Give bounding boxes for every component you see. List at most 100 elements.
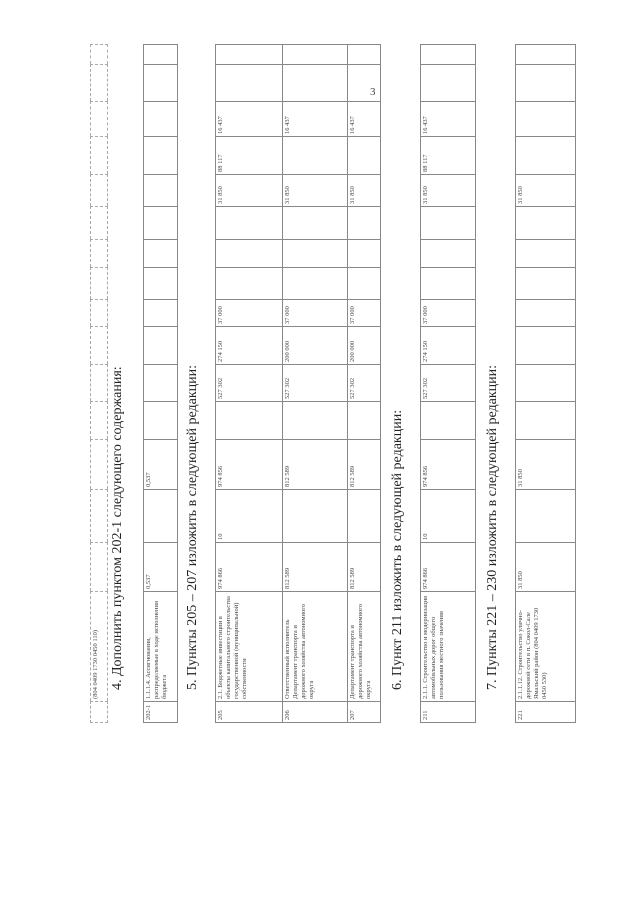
value-cell: 31 850: [515, 542, 576, 592]
value-cell: 200 000: [282, 326, 348, 365]
value-cell: 812 589: [347, 542, 381, 592]
value-cell: [515, 364, 576, 402]
value-cell: [282, 136, 348, 175]
value-cell: 527 302: [420, 364, 476, 402]
value-cell: [143, 299, 178, 327]
value-cell: [515, 401, 576, 440]
table-205-207: 205 2.1. Бюджетные инвестиции в объекты к…: [215, 44, 381, 723]
value-cell: 37 000: [420, 299, 476, 327]
value-cell: [90, 299, 108, 327]
value-cell: [347, 267, 381, 300]
table-row: 205 2.1. Бюджетные инвестиции в объекты к…: [215, 44, 283, 723]
value-cell: [90, 267, 108, 300]
value-cell: 88 117: [215, 136, 283, 175]
row-number-cell: 206: [282, 701, 348, 723]
value-cell: 527 302: [215, 364, 283, 402]
value-cell: 274 150: [215, 326, 283, 365]
value-cell: 16 437: [215, 101, 283, 137]
value-cell: 37 000: [215, 299, 283, 327]
value-cell: [420, 267, 476, 300]
table-fragment: (804 0409 1730 0450 110): [90, 44, 108, 723]
value-cell: [143, 174, 178, 207]
value-cell: [143, 326, 178, 365]
value-cell: 10: [215, 489, 283, 543]
value-cell: [143, 136, 178, 175]
value-cell: 37 000: [282, 299, 348, 327]
row-name-cell: Ответственный исполнитель Департамент тр…: [282, 591, 348, 702]
value-cell: [90, 489, 108, 543]
value-cell: [215, 239, 283, 268]
value-cell: 527 302: [347, 364, 381, 402]
heading-item-7: 7. Пункты 221 – 230 изложить в следующей…: [485, 364, 500, 690]
value-cell: 31 850: [215, 174, 283, 207]
value-cell: [215, 401, 283, 440]
value-cell: [282, 44, 348, 65]
value-cell: [215, 44, 283, 65]
heading-item-5: 5. Пункты 205 – 207 изложить в следующей…: [185, 364, 200, 690]
value-cell: [215, 267, 283, 300]
value-cell: [90, 364, 108, 402]
table-row: (804 0409 1730 0450 110): [90, 44, 108, 723]
value-cell: 0,537: [143, 542, 178, 592]
value-cell: 10: [420, 489, 476, 543]
value-cell: [143, 364, 178, 402]
value-cell: [515, 267, 576, 300]
table-row: 221 2.1.1.12. Строительство улично-дорожн…: [515, 44, 576, 723]
value-cell: [90, 542, 108, 592]
value-cell: [90, 401, 108, 440]
value-cell: [347, 206, 381, 240]
value-cell: [347, 136, 381, 175]
value-cell: 16 437: [420, 101, 476, 137]
value-cell: [347, 239, 381, 268]
table-row: 207 Департамент транспорта и дорожного хо…: [347, 44, 381, 723]
value-cell: [420, 44, 476, 65]
value-cell: 37 000: [347, 299, 381, 327]
value-cell: [515, 299, 576, 327]
value-cell: [282, 64, 348, 102]
value-cell: [143, 401, 178, 440]
value-cell: 31 850: [515, 174, 576, 207]
value-cell: [282, 267, 348, 300]
row-number-cell: 205: [215, 701, 283, 723]
value-cell: [90, 64, 108, 102]
page-number: 3: [370, 86, 376, 98]
value-cell: 812 589: [282, 542, 348, 592]
value-cell: [143, 267, 178, 300]
value-cell: [420, 64, 476, 102]
row-name-cell: 2.1.1.12. Строительство улично-дорожной …: [515, 591, 576, 702]
value-cell: [420, 206, 476, 240]
value-cell: [515, 239, 576, 268]
table-202-1: 202-1 1.1.1.4. Ассигнования, распределяем…: [143, 44, 178, 723]
row-number-cell: 221: [515, 701, 576, 723]
value-cell: [90, 136, 108, 175]
value-cell: [143, 44, 178, 65]
value-cell: 274 150: [420, 326, 476, 365]
value-cell: 88 117: [420, 136, 476, 175]
value-cell: [90, 206, 108, 240]
value-cell: [515, 136, 576, 175]
value-cell: 974 866: [215, 542, 283, 592]
value-cell: [90, 326, 108, 365]
value-cell: [515, 64, 576, 102]
value-cell: [90, 239, 108, 268]
value-cell: [282, 239, 348, 268]
value-cell: [515, 206, 576, 240]
value-cell: [90, 439, 108, 490]
value-cell: [143, 64, 178, 102]
value-cell: [143, 101, 178, 137]
value-cell: [282, 401, 348, 440]
value-cell: [143, 206, 178, 240]
table-211: 211 2.1.1. Строительство и модернизация а…: [420, 44, 476, 723]
value-cell: 974 866: [420, 542, 476, 592]
value-cell: [347, 64, 381, 102]
value-cell: [515, 326, 576, 365]
value-cell: 812 589: [347, 439, 381, 490]
value-cell: 200 000: [347, 326, 381, 365]
row-name-cell: 2.1.1. Строительство и модернизация авто…: [420, 591, 476, 702]
value-cell: [90, 44, 108, 65]
value-cell: 31 850: [515, 439, 576, 490]
value-cell: [215, 206, 283, 240]
value-cell: [515, 44, 576, 65]
value-cell: 31 850: [282, 174, 348, 207]
